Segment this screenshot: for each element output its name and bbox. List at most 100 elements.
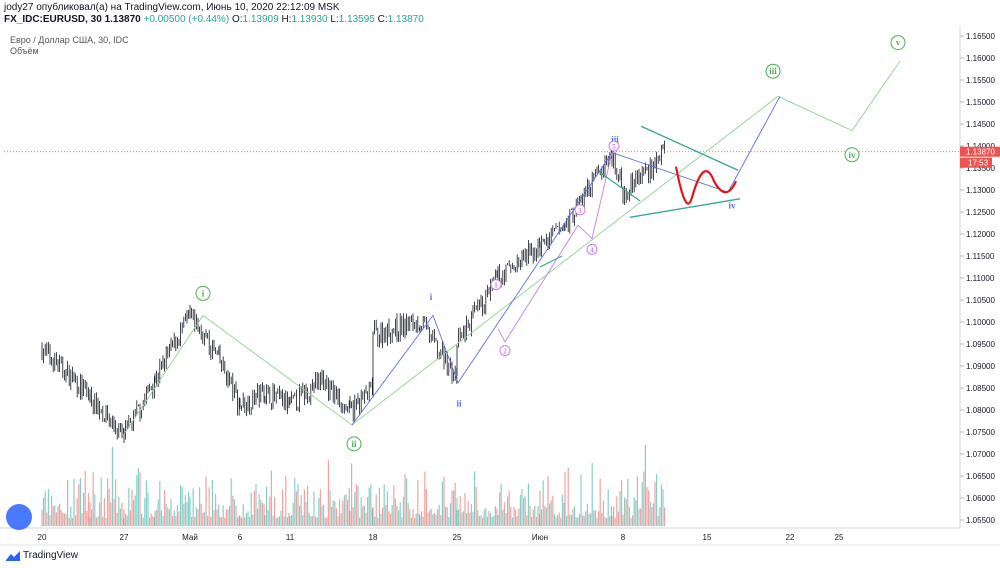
volume-bars	[41, 444, 666, 526]
volume-bar	[95, 517, 97, 526]
tradingview-watermark-icon	[6, 504, 32, 530]
volume-bar	[523, 497, 525, 526]
volume-bar	[503, 502, 505, 526]
volume-bar	[270, 470, 272, 526]
volume-bar	[449, 503, 451, 526]
wave-label-circle	[608, 140, 620, 152]
volume-bar	[176, 505, 178, 526]
volume-bar	[494, 506, 496, 526]
volume-bar	[422, 516, 424, 526]
volume-bar	[617, 511, 619, 526]
x-tick-label: 15	[703, 533, 712, 542]
volume-bar	[613, 506, 615, 526]
volume-bar	[97, 516, 99, 526]
volume-bar	[133, 500, 135, 526]
volume-bar	[54, 505, 56, 526]
y-tick-label: 1.06000	[966, 494, 995, 503]
volume-bar	[110, 502, 112, 526]
volume-bar	[511, 517, 513, 526]
volume-bar	[67, 479, 69, 526]
volume-bar	[84, 471, 86, 526]
volume-bar	[288, 512, 290, 526]
volume-bar	[601, 512, 603, 526]
close-value: 1.13870	[387, 14, 424, 25]
volume-bar	[596, 517, 598, 526]
volume-bar	[103, 498, 105, 526]
low-value: 1.13595	[338, 14, 375, 25]
volume-bar	[417, 479, 419, 526]
volume-bar	[91, 509, 93, 526]
volume-bar	[594, 510, 596, 526]
volume-bar	[628, 507, 630, 526]
volume-bar	[378, 487, 380, 526]
volume-bar	[137, 468, 139, 526]
countdown-label: 17:53	[968, 159, 989, 168]
volume-bar	[294, 478, 296, 526]
volume-bar	[323, 504, 325, 526]
wave-label: 4	[590, 246, 594, 254]
volume-bar	[125, 513, 127, 526]
volume-bar	[55, 512, 57, 526]
volume-bar	[560, 517, 562, 526]
volume-bar	[569, 514, 571, 526]
volume-bar	[624, 497, 626, 526]
volume-bar	[123, 509, 125, 526]
volume-bar	[659, 507, 661, 526]
volume-bar	[267, 510, 269, 526]
volume-bar	[402, 496, 404, 526]
wave-minute-path	[351, 96, 781, 426]
volume-bar	[472, 511, 474, 526]
volume-bar	[343, 495, 345, 526]
y-tick-label: 1.14500	[966, 120, 995, 129]
volume-bar	[186, 501, 188, 526]
volume-bar	[515, 509, 517, 526]
volume-bar	[121, 502, 123, 526]
y-tick-label: 1.13000	[966, 186, 995, 195]
volume-bar	[257, 508, 259, 526]
y-tick-label: 1.09000	[966, 362, 995, 371]
volume-bar	[475, 486, 477, 526]
volume-bar	[599, 478, 601, 526]
volume-bar	[339, 499, 341, 526]
volume-bar	[310, 515, 312, 526]
volume-bar	[60, 509, 62, 526]
footer-brand[interactable]: TradingView	[6, 550, 78, 561]
volume-bar	[438, 504, 440, 526]
volume-bar	[524, 496, 526, 526]
wave-label: iii	[769, 66, 777, 76]
volume-bar	[406, 478, 408, 526]
volume-bar	[332, 500, 334, 526]
volume-bar	[260, 499, 262, 526]
volume-bar	[412, 508, 414, 526]
x-tick-label: 11	[286, 533, 295, 542]
volume-bar	[611, 515, 613, 526]
volume-bar	[486, 516, 488, 526]
volume-bar	[516, 516, 518, 526]
volume-bar	[115, 479, 117, 526]
volume-bar	[614, 517, 616, 526]
volume-bar	[134, 495, 136, 526]
volume-bar	[327, 459, 329, 526]
volume-bar	[83, 492, 85, 526]
volume-bar	[588, 514, 590, 526]
volume-bar	[144, 498, 146, 526]
volume-bar	[662, 489, 664, 526]
volume-bar	[160, 510, 162, 526]
symbol-label[interactable]: FX_IDC:EURUSD, 30	[4, 14, 102, 25]
volume-bar	[458, 509, 460, 526]
wave-label-circle	[574, 204, 586, 216]
volume-bar	[195, 507, 197, 526]
volume-bar	[425, 488, 427, 526]
volume-bar	[178, 511, 180, 526]
volume-bar	[183, 503, 185, 526]
volume-bar	[372, 506, 374, 526]
volume-bar	[266, 486, 268, 526]
volume-bar	[207, 515, 209, 526]
volume-bar	[354, 492, 356, 526]
open-value: 1.13909	[242, 14, 279, 25]
volume-bar	[443, 476, 445, 526]
price-axis-label: 1.13870	[966, 148, 995, 157]
volume-bar	[351, 463, 353, 526]
volume-bar	[632, 515, 634, 526]
